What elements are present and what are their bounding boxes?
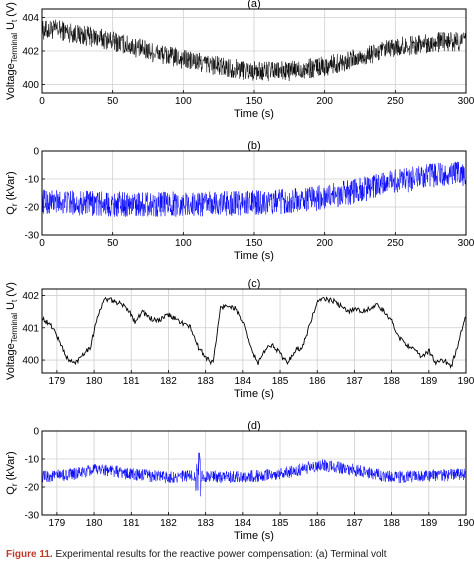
y-tick-label: -30 <box>25 511 40 522</box>
chart-title-2: (b) <box>247 140 260 152</box>
x-tick-label: 180 <box>86 518 103 529</box>
data-series-4 <box>41 452 466 497</box>
y-tick-label: 404 <box>22 13 39 24</box>
x-tick-label: 182 <box>160 518 177 529</box>
x-tick-label: 181 <box>123 376 140 387</box>
chart-title-1: (a) <box>247 0 260 10</box>
y-tick-label: -20 <box>25 203 40 214</box>
y-tick-label: -30 <box>25 231 40 242</box>
chart-panel-4: (d) 179 180 181 182 183 184 185 186 187 188 189 190 -… <box>5 420 474 542</box>
axes-frame-4 <box>41 430 467 516</box>
figure-caption-text: Experimental results for the reactive po… <box>52 549 387 560</box>
y-tick-label: 0 <box>33 427 39 438</box>
x-tick-label: 200 <box>316 96 333 107</box>
x-tick-label: 179 <box>49 518 66 529</box>
x-tick-label: 185 <box>272 376 289 387</box>
x-tick-label: 50 <box>107 96 119 107</box>
x-tick-label: 184 <box>234 376 251 387</box>
y-tick-label: -20 <box>25 483 40 494</box>
axes-frame-2 <box>41 150 467 236</box>
x-axis-label-3: Time (s) <box>234 388 274 400</box>
data-series-3 <box>41 296 466 370</box>
y-axis-label-3: VoltageTerminal Ut (V) <box>5 282 19 380</box>
x-tick-label: 190 <box>458 518 474 529</box>
x-tick-label: 250 <box>387 96 404 107</box>
x-tick-label: 183 <box>197 376 214 387</box>
data-series-1 <box>41 19 467 82</box>
chart-title-3: (c) <box>248 278 261 290</box>
y-tick-label: 400 <box>22 356 39 367</box>
y-tick-label: 0 <box>33 147 39 158</box>
x-tick-label: 250 <box>387 238 404 249</box>
x-tick-label: 190 <box>458 376 474 387</box>
x-tick-label: 150 <box>246 238 263 249</box>
y-axis-label-2: Qr (kVar) <box>5 171 19 214</box>
y-tick-label: 402 <box>22 291 39 302</box>
x-tick-label: 189 <box>420 376 437 387</box>
x-tick-label: 50 <box>107 238 119 249</box>
figure-caption: Figure 11. Experimental results for the … <box>6 549 474 564</box>
x-tick-label: 186 <box>309 376 326 387</box>
y-axis-label-4: Qr (kVar) <box>5 451 19 494</box>
chart-panel-2: (b) 0 50 100 150 200 250 300 -30 -20 -10 0 Time (s) Q… <box>5 140 474 262</box>
x-axis-label-4: Time (s) <box>234 530 274 542</box>
y-tick-label: -10 <box>25 455 40 466</box>
x-tick-label: 182 <box>160 376 177 387</box>
chart-panel-3: (c) 179 180 181 182 183 184 185 186 187 188 189 190 4… <box>5 278 474 400</box>
x-axis-label-1: Time (s) <box>234 108 274 120</box>
x-tick-label: 187 <box>346 376 363 387</box>
x-tick-label: 187 <box>346 518 363 529</box>
figure-caption-label: Figure 11. <box>6 549 53 560</box>
x-tick-label: 183 <box>197 518 214 529</box>
y-tick-label: 402 <box>22 47 39 58</box>
x-tick-label: 200 <box>316 238 333 249</box>
x-tick-label: 179 <box>49 376 66 387</box>
x-tick-label: 184 <box>234 518 251 529</box>
data-series-2 <box>41 161 467 217</box>
x-tick-label: 0 <box>39 238 45 249</box>
axes-frame-3 <box>41 288 467 374</box>
x-tick-label: 100 <box>175 238 192 249</box>
y-tick-label: 400 <box>22 80 39 91</box>
x-tick-label: 300 <box>458 238 474 249</box>
x-tick-label: 180 <box>86 376 103 387</box>
axes-frame-1 <box>41 8 467 94</box>
y-tick-label: -10 <box>25 175 40 186</box>
x-tick-label: 100 <box>175 96 192 107</box>
x-tick-label: 150 <box>246 96 263 107</box>
y-axis-label-1: VoltageTerminal Ut (V) <box>5 2 19 100</box>
chart-panel-1: (a) 0 50 100 150 200 250 300 400 402 404 Time (s) Vo… <box>5 0 474 120</box>
chart-title-4: (d) <box>247 420 260 432</box>
x-tick-label: 0 <box>39 96 45 107</box>
x-tick-label: 185 <box>272 518 289 529</box>
x-tick-label: 189 <box>420 518 437 529</box>
x-tick-label: 300 <box>458 96 474 107</box>
x-tick-label: 188 <box>383 376 400 387</box>
x-axis-label-2: Time (s) <box>234 250 274 262</box>
x-tick-label: 188 <box>383 518 400 529</box>
y-tick-label: 401 <box>22 323 39 334</box>
x-tick-label: 181 <box>123 518 140 529</box>
x-tick-label: 186 <box>309 518 326 529</box>
